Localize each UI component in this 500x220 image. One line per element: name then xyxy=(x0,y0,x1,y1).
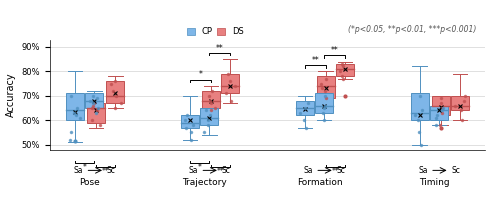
Text: Sc: Sc xyxy=(107,166,116,175)
Text: **: ** xyxy=(216,167,224,176)
Text: Sa: Sa xyxy=(189,166,198,175)
Text: **: ** xyxy=(216,44,224,53)
Legend: CP, DS: CP, DS xyxy=(184,24,247,40)
FancyBboxPatch shape xyxy=(336,64,354,76)
FancyBboxPatch shape xyxy=(181,115,199,128)
Text: *: * xyxy=(198,70,202,79)
Text: Sc: Sc xyxy=(222,166,230,175)
FancyBboxPatch shape xyxy=(410,93,428,120)
Text: Trajectory: Trajectory xyxy=(182,178,227,187)
FancyBboxPatch shape xyxy=(222,74,240,93)
FancyBboxPatch shape xyxy=(316,76,334,98)
Text: Sa: Sa xyxy=(74,166,84,175)
FancyBboxPatch shape xyxy=(200,108,218,125)
FancyBboxPatch shape xyxy=(432,96,450,115)
Text: Sa: Sa xyxy=(304,166,313,175)
Text: **: ** xyxy=(312,56,319,65)
FancyBboxPatch shape xyxy=(106,81,124,103)
Text: *: * xyxy=(83,163,86,172)
FancyBboxPatch shape xyxy=(202,91,220,108)
Text: Sa: Sa xyxy=(418,166,428,175)
Text: **: ** xyxy=(332,167,340,176)
Text: Pose: Pose xyxy=(80,178,100,187)
FancyBboxPatch shape xyxy=(451,96,469,110)
Text: Timing: Timing xyxy=(419,178,450,187)
FancyBboxPatch shape xyxy=(430,106,448,120)
Text: **: ** xyxy=(102,167,110,176)
Text: Formation: Formation xyxy=(297,178,343,187)
Text: Sc: Sc xyxy=(336,166,345,175)
Text: **: ** xyxy=(331,46,338,55)
Text: *: * xyxy=(198,163,202,172)
FancyBboxPatch shape xyxy=(296,101,314,115)
FancyBboxPatch shape xyxy=(315,93,333,113)
FancyBboxPatch shape xyxy=(66,93,84,120)
FancyBboxPatch shape xyxy=(86,93,103,108)
FancyBboxPatch shape xyxy=(87,103,105,123)
Text: (*p<0.05, **p<0.01, ***p<0.001): (*p<0.05, **p<0.01, ***p<0.001) xyxy=(348,25,476,34)
Y-axis label: Accuracy: Accuracy xyxy=(6,72,16,117)
Text: Sc: Sc xyxy=(452,166,460,175)
